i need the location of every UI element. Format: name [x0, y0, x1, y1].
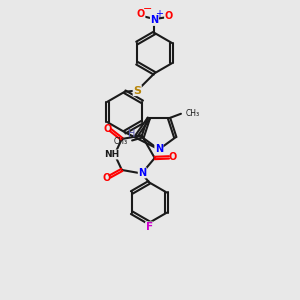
Text: NH: NH	[105, 150, 120, 159]
Text: H: H	[128, 129, 135, 139]
Text: O: O	[103, 173, 111, 183]
Text: O: O	[137, 10, 145, 20]
Text: CH₃: CH₃	[186, 109, 200, 118]
Text: N: N	[138, 168, 146, 178]
Text: N: N	[155, 144, 163, 154]
Text: +: +	[155, 9, 163, 19]
Text: CH₃: CH₃	[113, 136, 127, 146]
Text: O: O	[168, 152, 177, 162]
Text: S: S	[133, 85, 141, 96]
Text: N: N	[150, 15, 158, 26]
Text: −: −	[142, 4, 152, 14]
Text: O: O	[165, 11, 173, 21]
Text: O: O	[103, 124, 112, 134]
Text: F: F	[146, 222, 153, 232]
